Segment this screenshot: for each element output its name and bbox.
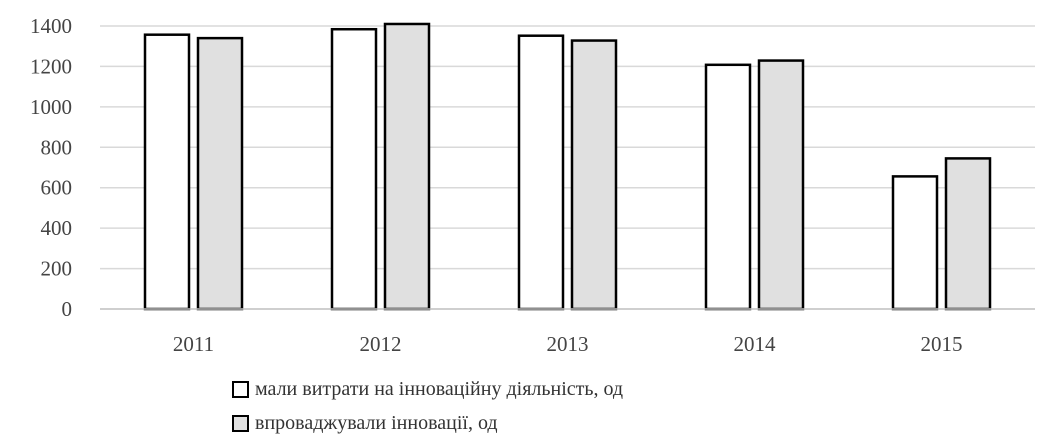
legend-label-series-1: мали витрати на інноваційну діяльність, … [255, 377, 624, 400]
bar-series-1-2011 [143, 33, 191, 311]
y-tick-label: 400 [41, 216, 73, 240]
bar-series-2-2015 [944, 157, 992, 311]
y-tick-label: 1000 [30, 95, 72, 119]
legend-label-series-2: впроваджували інновації, од [255, 411, 498, 434]
bar-series-1-2015 [891, 175, 939, 311]
y-tick-label: 1200 [30, 54, 72, 78]
x-tick-label: 2012 [360, 332, 402, 356]
x-tick-label: 2014 [734, 332, 777, 356]
bar-series-2-2012 [383, 22, 431, 311]
y-tick-label: 0 [62, 297, 73, 321]
y-tick-label: 600 [41, 176, 73, 200]
y-tick-label: 800 [41, 135, 73, 159]
legend-swatch-white [232, 380, 249, 398]
legend-item-series-1: мали витрати на інноваційну діяльність, … [232, 372, 623, 406]
bar-series-1-2012 [330, 27, 378, 311]
x-axis-tick-labels: 2011 2012 2013 2014 2015 [173, 332, 963, 356]
legend-swatch-gray [232, 414, 249, 432]
bar-series-2-2014 [757, 59, 805, 311]
bar-series-2-2013 [570, 39, 618, 311]
gridlines [100, 25, 1035, 270]
bar-series-2-2011 [196, 36, 244, 311]
legend: мали витрати на інноваційну діяльність, … [232, 372, 623, 440]
bar-series-1-2014 [704, 63, 752, 311]
x-tick-label: 2013 [547, 332, 589, 356]
bar-series-1-2013 [517, 34, 565, 311]
y-axis-tick-labels: 0 200 400 600 800 1000 1200 1400 [30, 14, 72, 321]
y-tick-label: 1400 [30, 14, 72, 38]
legend-item-series-2: впроваджували інновації, од [232, 406, 623, 440]
x-tick-label: 2011 [173, 332, 214, 356]
bars [143, 22, 992, 311]
x-tick-label: 2015 [921, 332, 963, 356]
y-tick-label: 200 [41, 257, 73, 281]
